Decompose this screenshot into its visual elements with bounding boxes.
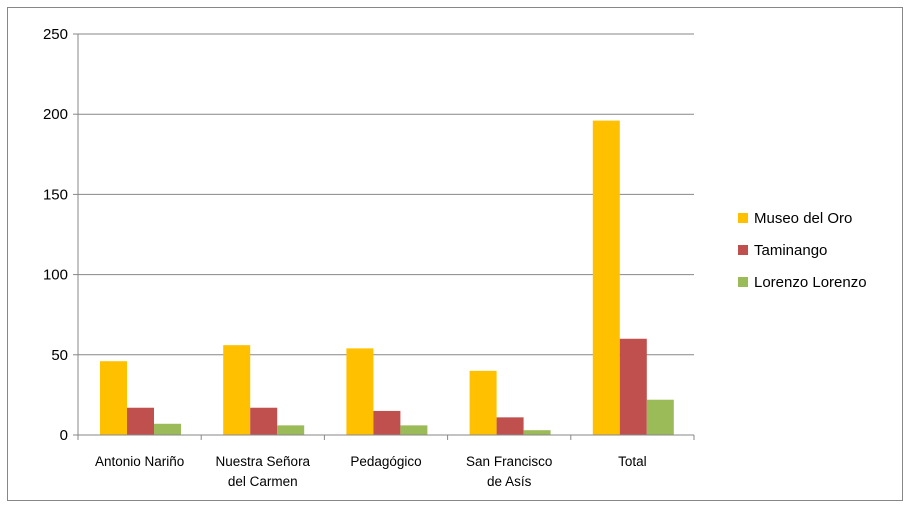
axes <box>73 33 695 440</box>
bar <box>496 417 524 435</box>
y-tick-label: 50 <box>51 347 68 364</box>
y-tick-labels: 0 50 100 150 200 250 <box>43 26 68 444</box>
legend-swatch <box>738 277 748 287</box>
y-tick-label: 200 <box>43 106 68 123</box>
legend-label: Museo del Oro <box>754 209 853 227</box>
legend-swatch <box>738 245 748 255</box>
bar <box>346 348 374 435</box>
x-tick-label: Total <box>618 454 647 469</box>
bar <box>127 407 154 435</box>
bar <box>100 361 127 435</box>
legend: Museo del Oro Taminango Lorenzo Lorenzo <box>738 206 867 302</box>
legend-label: Taminango <box>754 241 828 259</box>
x-tick-labels: Antonio Nariño Nuestra Señora del Carmen Pe… <box>95 454 647 489</box>
bar <box>154 423 181 435</box>
legend-item: Museo del Oro <box>738 206 867 230</box>
bar <box>646 399 674 435</box>
bar <box>223 345 251 435</box>
y-tick-label: 0 <box>60 427 68 444</box>
legend-item: Taminango <box>738 238 867 262</box>
legend-swatch <box>738 213 748 223</box>
x-tick-label: Antonio Nariño <box>95 454 184 469</box>
bar <box>619 338 647 435</box>
bar <box>523 430 551 435</box>
legend-item: Lorenzo Lorenzo <box>738 270 867 294</box>
y-tick-label: 150 <box>43 186 68 203</box>
bar <box>277 425 305 435</box>
x-tick-label: Pedagógico <box>350 454 421 469</box>
gridlines <box>78 33 694 356</box>
bar <box>400 425 428 435</box>
bar <box>592 120 620 435</box>
bar <box>469 370 497 435</box>
y-tick-label: 100 <box>43 267 68 284</box>
legend-label: Lorenzo Lorenzo <box>754 273 867 291</box>
bar <box>373 410 401 435</box>
x-tick-label: Nuestra Señora del Carmen <box>216 454 311 489</box>
x-tick-label: San Francisco de Asís <box>466 454 552 489</box>
bar <box>250 407 278 435</box>
y-tick-label: 250 <box>43 26 68 43</box>
bars <box>100 120 674 435</box>
chart-frame <box>7 7 903 501</box>
